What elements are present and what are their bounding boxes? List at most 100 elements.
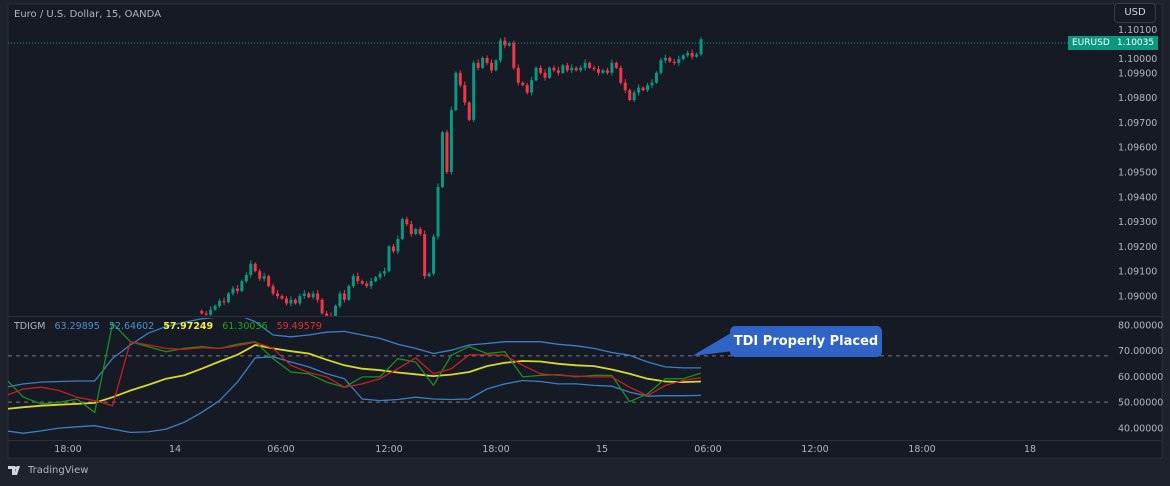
candle	[543, 69, 547, 81]
candle	[498, 38, 502, 63]
annotation-callout[interactable]: TDI Properly Placed	[730, 326, 882, 357]
candle	[432, 234, 436, 276]
time-tick-label: 18:00	[908, 444, 935, 455]
logo-text: TradingView	[28, 465, 89, 476]
candle	[423, 230, 427, 279]
tradingview-logo[interactable]: TradingView	[8, 465, 88, 476]
candle	[284, 296, 288, 306]
candle	[311, 291, 315, 300]
candle	[302, 290, 306, 299]
candle-body	[574, 67, 578, 71]
candle	[213, 304, 217, 311]
candle	[597, 65, 601, 76]
candle-body	[307, 293, 311, 298]
currency-button[interactable]: USD	[1114, 3, 1156, 23]
candle-body	[400, 219, 404, 239]
candle-body	[561, 65, 565, 73]
candle-body	[597, 69, 601, 73]
candle-body	[325, 313, 329, 316]
tdi-lines	[8, 318, 702, 434]
candle-body	[213, 305, 217, 310]
candle	[565, 62, 569, 73]
candle	[570, 64, 574, 74]
candle-body	[659, 60, 663, 73]
candle-body	[690, 52, 694, 57]
time-tick-label: 06:00	[267, 444, 294, 455]
candle-body	[342, 293, 346, 300]
candle	[400, 217, 404, 241]
candle	[240, 279, 244, 293]
candle-body	[632, 92, 636, 101]
candle-body	[284, 298, 288, 304]
candle	[650, 79, 654, 88]
candle	[458, 70, 462, 88]
candle-body	[418, 229, 422, 234]
candle-body	[605, 70, 609, 73]
candle	[681, 53, 685, 61]
candle	[641, 86, 645, 92]
candle-body	[521, 82, 525, 86]
candle-body	[391, 246, 395, 252]
indicator-axis[interactable]: 80.00000 70.00000 60.00000 50.00000 40.00000	[1118, 321, 1163, 435]
candle	[280, 294, 284, 300]
indicator-tick-label: 80.00000	[1118, 321, 1163, 332]
candle	[628, 88, 632, 102]
candle-body	[204, 313, 208, 315]
candle	[276, 290, 280, 299]
candle-body	[686, 52, 690, 56]
candle	[534, 66, 538, 82]
candle-body	[503, 40, 507, 46]
candle-body	[383, 271, 387, 274]
candle-body	[628, 90, 632, 101]
candle	[659, 57, 663, 75]
candle-body	[507, 43, 511, 46]
candle	[614, 61, 618, 70]
candle	[525, 82, 529, 95]
candle	[436, 183, 440, 240]
candle-body	[610, 62, 614, 73]
candle-body	[258, 271, 262, 279]
candle	[623, 79, 627, 93]
chart-area	[7, 3, 1163, 459]
candle-body	[449, 110, 453, 172]
candle	[512, 40, 516, 70]
price-axis[interactable]: 1.10100 1.10000 1.09900 1.09800 1.09700 1.096…	[1118, 25, 1157, 303]
tradingview-logo-icon	[8, 466, 20, 475]
candle-body	[262, 276, 266, 279]
candle	[579, 65, 583, 73]
candle	[267, 274, 271, 288]
candle	[427, 272, 431, 278]
candle-body	[365, 283, 369, 287]
candle-body	[641, 87, 645, 91]
candle	[307, 292, 311, 299]
candle-body	[369, 281, 373, 287]
symbol-label: EURUSD	[1068, 36, 1114, 50]
candle-body	[244, 274, 248, 282]
candle-body	[543, 72, 547, 78]
time-axis[interactable]: 18:00 14 06:00 12:00 18:00 15 06:00 12:00 18:00 1…	[54, 444, 1036, 455]
candle-body	[592, 67, 596, 70]
candle-body	[200, 310, 204, 314]
candle	[472, 60, 476, 122]
indicator-legend[interactable]: TDIGM 63.29895 52.64602 57.97249 61.3003…	[14, 321, 328, 332]
candle	[695, 52, 699, 58]
candle-body	[387, 246, 391, 272]
candle	[289, 296, 293, 307]
candle-body	[414, 229, 418, 234]
candle	[668, 56, 672, 63]
candle	[530, 76, 534, 96]
candle-body	[579, 67, 583, 71]
candle	[686, 50, 690, 58]
candle	[467, 101, 471, 122]
candle-body	[249, 263, 253, 275]
candle-body	[226, 293, 230, 303]
price-tick-label: 1.09600	[1118, 143, 1157, 154]
candle-body	[570, 67, 574, 71]
candle	[369, 277, 373, 289]
candle-body	[565, 65, 569, 71]
time-tick-label: 18:00	[482, 444, 509, 455]
price-tick-label: 1.09300	[1118, 217, 1157, 228]
candle	[490, 59, 494, 74]
candle-body	[646, 85, 650, 91]
